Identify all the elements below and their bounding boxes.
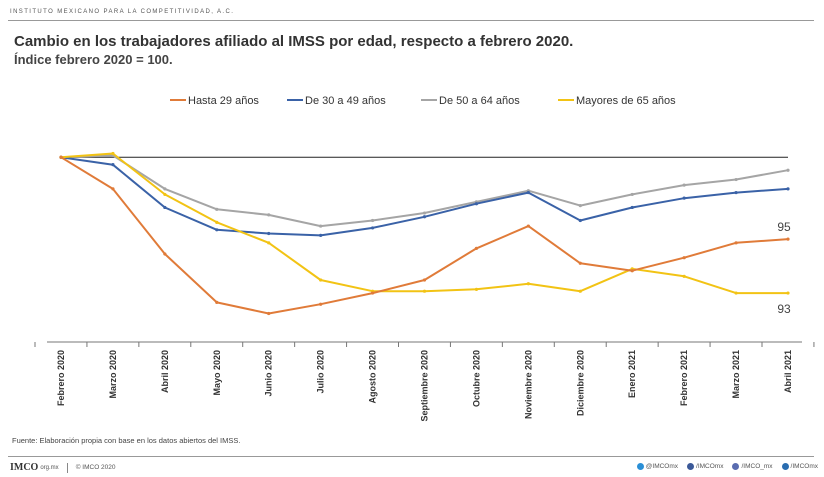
logo-domain: org.mx (40, 464, 59, 471)
chart-subtitle: Índice febrero 2020 = 100. (14, 52, 173, 67)
data-point (267, 213, 271, 217)
data-point (682, 196, 686, 200)
data-point (526, 224, 530, 228)
line-chart: Hasta 29 años De 30 a 49 años De 50 a 64 a… (34, 95, 815, 422)
data-point (163, 187, 167, 191)
data-point (786, 168, 790, 172)
social-link[interactable]: /IMCOmx (781, 463, 818, 470)
linkedin-icon (781, 463, 789, 470)
data-point (734, 190, 738, 195)
footer: IMCO org.mx © IMCO 2020 (10, 462, 116, 473)
data-point (319, 278, 323, 282)
data-point (630, 192, 634, 197)
data-point (786, 187, 790, 191)
source-note: Fuente: Elaboración propia con base en l… (12, 436, 241, 445)
chart-title: Cambio en los trabajadores afiliado al I… (14, 33, 574, 50)
x-tick-label: Marzo 2020 (108, 350, 118, 399)
legend-label: Hasta 29 años (188, 95, 259, 107)
org-name: INSTITUTO MEXICANO PARA LA COMPETITIVIDA… (10, 9, 235, 15)
data-point (474, 246, 479, 250)
facebook-icon (687, 463, 695, 470)
data-point (578, 204, 582, 208)
data-point (578, 261, 582, 265)
data-point (630, 205, 634, 210)
data-label: 93 (777, 302, 791, 316)
data-point (786, 291, 790, 295)
x-tick-label: Abril 2021 (783, 350, 793, 393)
footer-divider (8, 456, 814, 457)
instagram-icon (732, 463, 740, 470)
copyright: © IMCO 2020 (75, 464, 116, 471)
data-point (734, 241, 738, 245)
x-tick-label: Febrero 2021 (679, 350, 689, 406)
data-point (267, 311, 271, 316)
x-tick-label: Octubre 2020 (471, 350, 481, 407)
social-links: @IMCOmx/IMCOmx/IMCO_mx/IMCOmx (636, 463, 818, 470)
data-point (111, 163, 115, 167)
x-tick-label: Julio 2020 (316, 350, 326, 394)
x-tick-label: Agosto 2020 (368, 350, 378, 404)
data-point (422, 211, 427, 215)
data-point (630, 269, 634, 273)
data-point (734, 291, 738, 295)
x-tick-label: Marzo 2021 (731, 350, 741, 399)
data-point (526, 190, 530, 195)
data-point (215, 228, 219, 232)
x-tick-label: Mayo 2020 (212, 350, 222, 396)
data-point (267, 231, 271, 236)
x-tick-label: Diciembre 2020 (575, 350, 585, 416)
data-point (163, 192, 167, 197)
data-point (111, 151, 115, 156)
data-point (319, 233, 323, 237)
social-link[interactable]: @IMCOmx (636, 463, 679, 470)
x-tick-label: Febrero 2020 (56, 350, 66, 406)
social-link[interactable]: /IMCO_mx (732, 463, 773, 470)
data-point (215, 300, 219, 304)
x-tick-label: Junio 2020 (264, 350, 274, 397)
data-point (786, 237, 790, 241)
social-link[interactable]: /IMCOmx (687, 463, 723, 470)
data-point (578, 218, 582, 223)
data-point (734, 177, 738, 182)
data-point (215, 220, 219, 224)
series-line (60, 152, 788, 295)
social-label: /IMCOmx (790, 463, 818, 470)
data-point (59, 155, 63, 159)
x-tick-label: Enero 2021 (627, 350, 637, 398)
data-point (319, 302, 323, 306)
data-point (682, 183, 686, 187)
data-point (370, 218, 375, 223)
data-point (474, 202, 479, 206)
footer-separator (66, 462, 68, 473)
data-point (111, 187, 115, 191)
x-tick-label: Noviembre 2020 (523, 350, 533, 419)
social-label: /IMCOmx (696, 463, 724, 470)
data-point (578, 289, 582, 293)
data-point (319, 224, 323, 228)
data-point (422, 215, 427, 219)
data-point (682, 256, 686, 260)
header-divider (8, 20, 814, 21)
data-point (526, 282, 530, 286)
legend-label: De 30 a 49 años (305, 95, 386, 107)
data-point (474, 287, 479, 291)
data-point (370, 291, 375, 295)
imco-logo: IMCO (10, 462, 39, 473)
social-label: /IMCO_mx (741, 463, 773, 470)
social-label: @IMCOmx (645, 463, 679, 470)
data-point (267, 241, 271, 245)
data-point (163, 252, 167, 256)
legend-label: De 50 a 64 años (439, 95, 520, 107)
data-label: 95 (777, 220, 791, 234)
x-tick-label: Septiembre 2020 (420, 350, 430, 422)
data-point (422, 278, 427, 282)
twitter-icon (636, 463, 644, 470)
data-point (422, 289, 427, 293)
data-point (163, 205, 167, 210)
data-point (215, 207, 219, 211)
x-tick-label: Abril 2020 (160, 350, 170, 393)
legend-label: Mayores de 65 años (576, 95, 676, 107)
data-point (370, 226, 375, 230)
data-point (682, 274, 686, 278)
